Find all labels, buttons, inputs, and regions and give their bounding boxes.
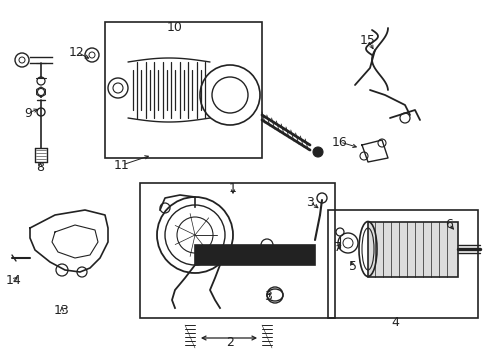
Bar	[195, 245, 314, 265]
Text: 2: 2	[225, 336, 233, 348]
Text: 6: 6	[444, 217, 452, 230]
Bar	[105, 22, 262, 158]
Text: 11: 11	[114, 158, 130, 171]
Text: 8: 8	[36, 161, 44, 174]
Circle shape	[312, 147, 323, 157]
Text: 3: 3	[264, 289, 271, 302]
Text: 7: 7	[333, 240, 341, 253]
Bar	[367, 222, 457, 277]
Text: 14: 14	[6, 274, 22, 287]
Text: 5: 5	[348, 261, 356, 274]
Bar	[367, 222, 457, 277]
Bar	[140, 183, 334, 318]
Text: 4: 4	[390, 316, 398, 329]
Text: 3: 3	[305, 195, 313, 208]
Bar	[195, 245, 314, 265]
Text: 15: 15	[359, 33, 375, 46]
Text: 12: 12	[69, 45, 85, 59]
Bar	[327, 210, 477, 318]
Text: 16: 16	[331, 135, 347, 149]
Text: 9: 9	[24, 107, 32, 120]
Text: 13: 13	[54, 303, 70, 316]
Text: 10: 10	[167, 21, 183, 33]
Text: 1: 1	[228, 181, 237, 194]
